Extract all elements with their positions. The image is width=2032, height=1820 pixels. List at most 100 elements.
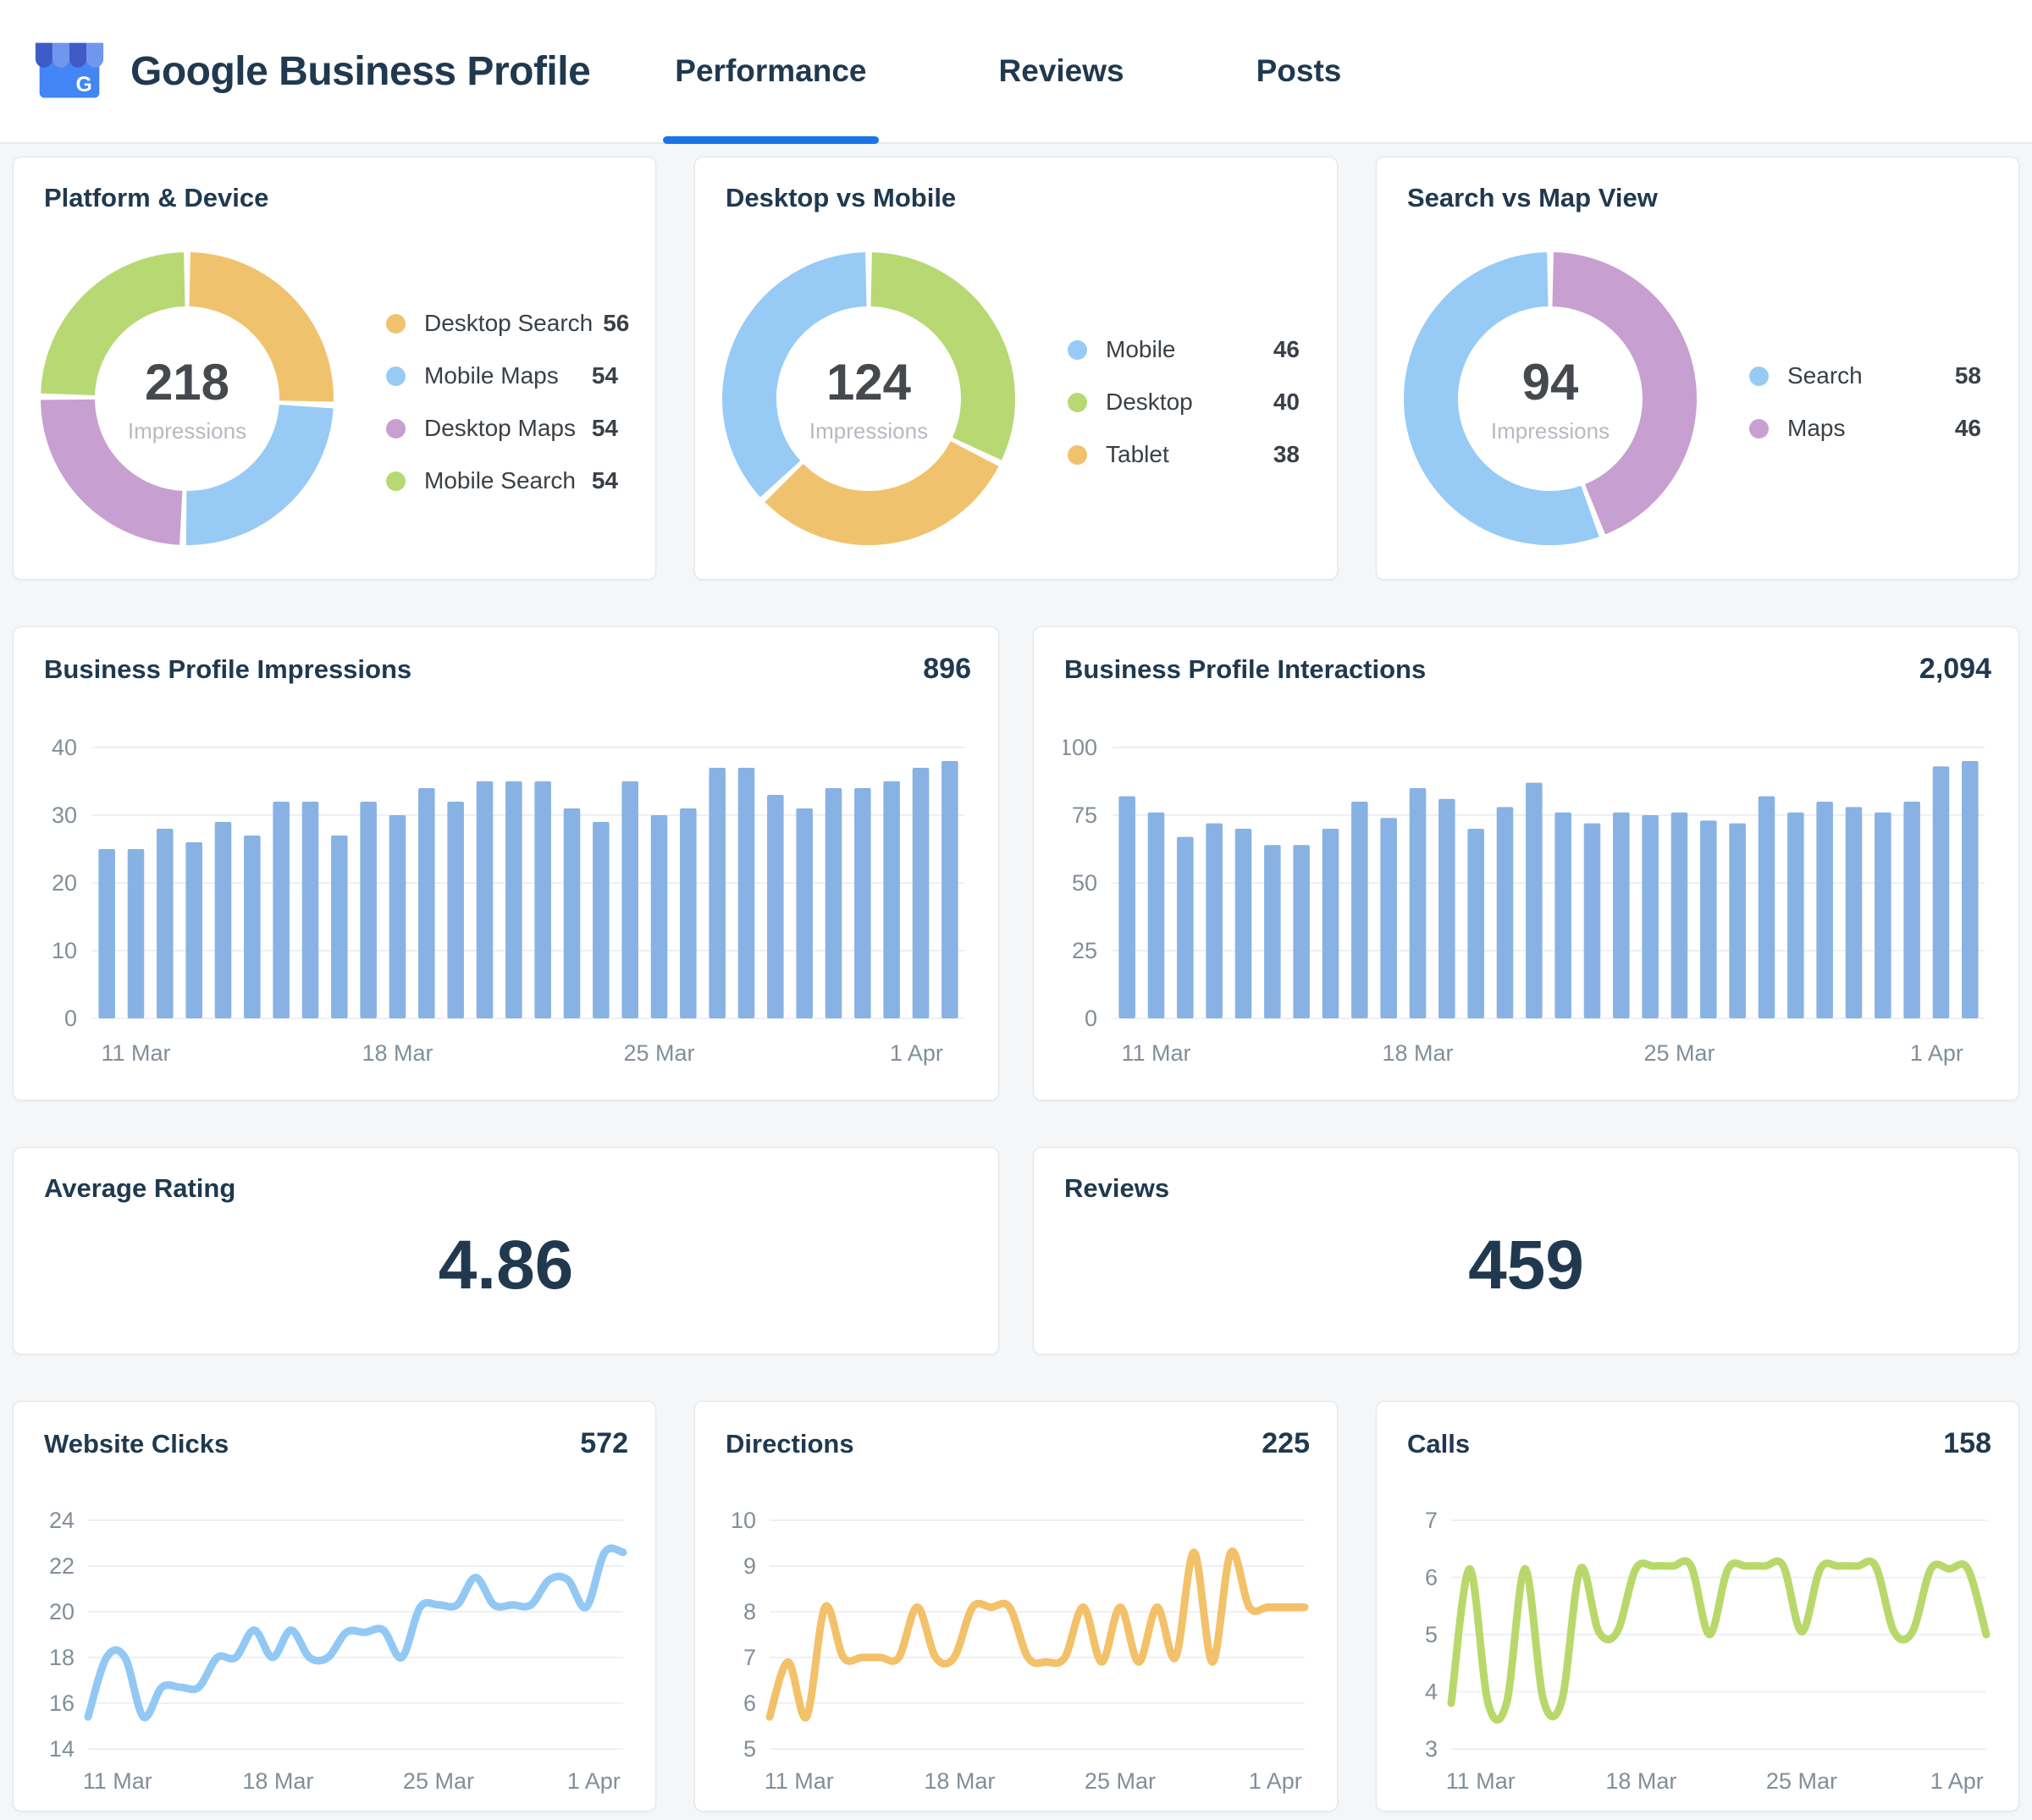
directions-card: Directions 225 10 9 8 7 6 5 11 Mar 18 Mar 25 Mar… <box>694 1401 1338 1812</box>
card-title: Platform & Device <box>44 183 269 212</box>
svg-text:1 Apr: 1 Apr <box>567 1768 621 1794</box>
legend-color-dot <box>1749 366 1769 386</box>
card-title: Website Clicks <box>44 1429 229 1459</box>
card-title: Business Profile Impressions <box>44 654 412 684</box>
card-title: Business Profile Interactions <box>1064 654 1427 684</box>
tab-label: Posts <box>1256 53 1342 88</box>
card-total-value: 896 <box>923 653 971 685</box>
legend-label: Search <box>1787 362 1863 389</box>
tab-reviews[interactable]: Reviews <box>987 0 1136 142</box>
svg-text:50: 50 <box>1072 870 1097 896</box>
svg-text:8: 8 <box>743 1599 756 1624</box>
legend-label: Mobile Search <box>424 467 576 494</box>
app-header: G Google Business Profile Performance Re… <box>0 0 2032 144</box>
chart-legend: Desktop Search 56 Mobile Maps 54 Desktop Map… <box>386 297 629 507</box>
card-title: Average Rating <box>44 1173 236 1203</box>
legend-item-desktop[interactable]: Desktop 40 <box>1068 376 1300 428</box>
legend-value: 54 <box>591 467 618 494</box>
svg-text:14: 14 <box>49 1736 75 1762</box>
legend-value: 54 <box>591 362 618 389</box>
svg-text:25: 25 <box>1072 938 1097 963</box>
svg-text:18: 18 <box>49 1645 75 1670</box>
svg-text:20: 20 <box>52 870 77 896</box>
legend-item-desktop-search[interactable]: Desktop Search 56 <box>386 297 629 350</box>
svg-text:24: 24 <box>49 1508 75 1533</box>
average-rating-card: Average Rating 4.86 <box>13 1147 999 1354</box>
reviews-count-card: Reviews 459 <box>1033 1147 2019 1354</box>
google-business-logo-icon: G <box>35 42 104 98</box>
legend-value: 38 <box>1273 441 1300 467</box>
donut-segment-mobile-maps <box>185 404 334 546</box>
legend-item-desktop-maps[interactable]: Desktop Maps 54 <box>386 402 618 455</box>
legend-label: Desktop Maps <box>424 415 576 441</box>
legend-value: 40 <box>1273 389 1300 415</box>
legend-label: Mobile Maps <box>424 362 559 389</box>
legend-label: Desktop <box>1106 389 1193 415</box>
svg-text:5: 5 <box>743 1736 756 1762</box>
svg-text:18 Mar: 18 Mar <box>1382 1040 1453 1066</box>
legend-item-maps[interactable]: Maps 46 <box>1749 402 1981 455</box>
interactions-chart-card: Business Profile Interactions 2,094 100 7… <box>1033 626 2019 1100</box>
svg-text:75: 75 <box>1072 802 1097 828</box>
legend-color-dot <box>1749 418 1769 438</box>
legend-value: 46 <box>1273 336 1300 362</box>
legend-item-tablet[interactable]: Tablet 38 <box>1068 428 1300 481</box>
svg-text:11 Mar: 11 Mar <box>101 1040 170 1066</box>
line-chart-axes: 7 6 5 4 3 11 Mar 18 Mar 25 Mar 1 Apr <box>1425 1508 1986 1794</box>
svg-text:25 Mar: 25 Mar <box>403 1768 474 1794</box>
svg-text:6: 6 <box>1425 1565 1438 1591</box>
donut-segment-desktop-search <box>188 252 334 402</box>
card-title: Directions <box>726 1429 854 1459</box>
search-vs-map-card: Search vs Map View 94 Impressions Search… <box>1376 157 2019 580</box>
svg-text:18 Mar: 18 Mar <box>362 1040 433 1066</box>
legend-color-dot <box>1068 339 1087 360</box>
bar-chart-axes: 40 30 20 10 0 11 Mar 18 Mar 25 Mar 1 Apr <box>52 735 964 1066</box>
svg-text:11 Mar: 11 Mar <box>1121 1040 1190 1066</box>
calls-line-chart: 7 6 5 4 3 11 Mar 18 Mar 25 Mar 1 Apr <box>1425 1508 1991 1794</box>
average-rating-value: 4.86 <box>438 1226 574 1304</box>
svg-text:25 Mar: 25 Mar <box>623 1040 694 1066</box>
legend-item-mobile-search[interactable]: Mobile Search 54 <box>386 455 618 507</box>
line-series <box>765 1547 1309 1722</box>
donut-segment-mobile <box>722 252 868 498</box>
reviews-count-value: 459 <box>1468 1226 1584 1304</box>
line-series <box>1447 1557 1991 1724</box>
legend-label: Tablet <box>1106 441 1169 467</box>
legend-item-search[interactable]: Search 58 <box>1749 350 1981 402</box>
impressions-bar-chart: 40 30 20 10 0 11 Mar 18 Mar 25 Mar 1 Apr <box>52 735 964 1066</box>
line-series <box>84 1544 627 1722</box>
tab-posts[interactable]: Posts <box>1245 0 1354 142</box>
tab-label: Performance <box>675 53 867 88</box>
legend-item-mobile[interactable]: Mobile 46 <box>1068 323 1300 376</box>
website-clicks-card: Website Clicks 572 24 22 20 18 16 14 11 Mar 18 … <box>13 1401 656 1812</box>
donut-segment-desktop-maps <box>41 398 184 545</box>
legend-color-dot <box>386 313 406 334</box>
svg-text:11 Mar: 11 Mar <box>765 1768 834 1794</box>
legend-label: Mobile <box>1106 336 1176 362</box>
svg-text:25 Mar: 25 Mar <box>1643 1040 1714 1066</box>
svg-text:1 Apr: 1 Apr <box>1910 1040 1963 1066</box>
svg-text:7: 7 <box>743 1645 756 1670</box>
legend-item-mobile-maps[interactable]: Mobile Maps 54 <box>386 350 618 402</box>
website-clicks-line-chart: 24 22 20 18 16 14 11 Mar 18 Mar 25 Mar 1 Apr <box>49 1508 627 1794</box>
svg-text:10: 10 <box>52 938 77 963</box>
card-title: Calls <box>1407 1429 1471 1459</box>
card-title: Search vs Map View <box>1407 183 1658 212</box>
svg-text:20: 20 <box>49 1599 75 1624</box>
card-title: Desktop vs Mobile <box>726 183 957 212</box>
svg-text:9: 9 <box>743 1553 756 1579</box>
svg-text:1 Apr: 1 Apr <box>1249 1768 1302 1794</box>
legend-value: 58 <box>1954 362 1981 389</box>
donut-segment-mobile-search <box>41 252 186 396</box>
donut-segment-desktop <box>870 252 1015 461</box>
svg-text:16: 16 <box>49 1690 75 1716</box>
chart-legend: Mobile 46 Desktop 40 Tablet 38 <box>1068 323 1300 481</box>
platform-device-card: Platform & Device 218 Impressions Deskto… <box>13 157 656 580</box>
svg-text:25 Mar: 25 Mar <box>1766 1768 1837 1794</box>
chart-legend: Search 58 Maps 46 <box>1749 350 1981 455</box>
legend-color-dot <box>1068 392 1087 412</box>
bar-series <box>1118 761 1979 1018</box>
svg-text:0: 0 <box>1085 1006 1097 1031</box>
legend-color-dot <box>1068 444 1087 465</box>
tab-performance[interactable]: Performance <box>663 0 879 144</box>
